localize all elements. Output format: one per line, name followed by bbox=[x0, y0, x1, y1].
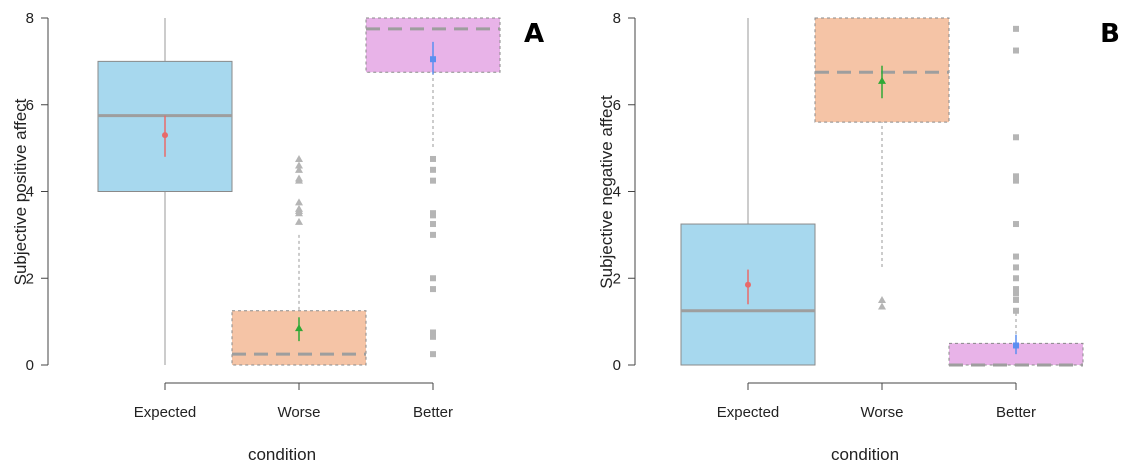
panel-b-outlier-point bbox=[1013, 264, 1019, 271]
panel-b-mean-point bbox=[1013, 342, 1019, 349]
panel-a-ylabel: Subjective positive affect bbox=[11, 98, 30, 285]
panel-b-outlier-point bbox=[1013, 177, 1019, 184]
panel-a-outlier-point bbox=[430, 177, 436, 184]
panel-a-mean-point bbox=[162, 132, 168, 139]
panel-b-xtick-label: Expected bbox=[717, 404, 780, 421]
panel-a-ytick-label: 0 bbox=[26, 357, 34, 374]
panel-b-ytick-label: 6 bbox=[613, 97, 621, 114]
panel-a-outlier-point bbox=[430, 166, 436, 173]
panel-a-outlier-point bbox=[295, 165, 303, 173]
panel-a-xlabel: condition bbox=[248, 445, 316, 464]
panel-a-ytick-label: 2 bbox=[26, 270, 34, 287]
panel-b-ytick-label: 4 bbox=[613, 184, 621, 201]
panel-a-xtick-label: Expected bbox=[134, 404, 197, 421]
panel-a-outlier-point bbox=[430, 210, 436, 217]
panel-a-outlier-point bbox=[430, 286, 436, 293]
panel-b-outlier-point bbox=[1013, 221, 1019, 228]
panel-b-outlier-point bbox=[1013, 25, 1019, 32]
panel-a-outlier-point bbox=[430, 329, 436, 336]
panel-a-ytick-label: 8 bbox=[26, 10, 34, 27]
panel-a-outlier-point bbox=[430, 275, 436, 282]
panel-a-outlier-point bbox=[295, 198, 303, 206]
panel-a-outlier-point bbox=[430, 221, 436, 228]
panel-b-outlier-point bbox=[1013, 275, 1019, 282]
panel-a-outlier-point bbox=[430, 231, 436, 238]
panel-a-ytick-label: 6 bbox=[26, 97, 34, 114]
panel-a-outlier-point bbox=[295, 161, 303, 169]
panel-b-ylabel: Subjective negative affect bbox=[597, 95, 616, 289]
panel-b-mean-point bbox=[745, 281, 751, 288]
panel-b-outlier-point bbox=[1013, 286, 1019, 293]
panel-b-xtick-label: Better bbox=[996, 404, 1036, 421]
panel-b-outlier-point bbox=[1013, 307, 1019, 314]
panel-b-outlier-point bbox=[1013, 296, 1019, 303]
panel-b-letter: B bbox=[1100, 19, 1120, 49]
panel-a: Subjective positive affect condition A 0… bbox=[11, 10, 544, 464]
panel-b-ytick-label: 8 bbox=[613, 10, 621, 27]
panel-b-outlier-point bbox=[1013, 253, 1019, 260]
panel-a-letter: A bbox=[524, 19, 544, 49]
panel-a-outlier-point bbox=[295, 154, 303, 162]
panel-a-outlier-point bbox=[295, 204, 303, 212]
panel-a-ytick-label: 4 bbox=[26, 184, 34, 201]
panel-a-xtick-label: Worse bbox=[277, 404, 320, 421]
panel-b-outlier-point bbox=[1013, 290, 1019, 297]
panel-a-outlier-point bbox=[295, 217, 303, 225]
panel-b-mean-point bbox=[878, 76, 886, 84]
panel-a-outlier-point bbox=[430, 351, 436, 358]
panel-a-xtick-label: Better bbox=[413, 404, 453, 421]
panel-b-outlier-point bbox=[878, 302, 886, 310]
panel-b-outlier-point bbox=[878, 295, 886, 303]
panel-a-outlier-point bbox=[430, 155, 436, 162]
panel-a-outlier-point bbox=[430, 333, 436, 340]
panel-a-outlier-point bbox=[295, 174, 303, 182]
panel-b-xlabel: condition bbox=[831, 445, 899, 464]
panel-b-outlier-point bbox=[1013, 134, 1019, 141]
panel-a-mean-point bbox=[295, 324, 303, 332]
panel-b-outlier-point bbox=[1013, 47, 1019, 54]
panel-b-ytick-label: 0 bbox=[613, 357, 621, 374]
panel-b-ytick-label: 2 bbox=[613, 270, 621, 287]
panel-a-mean-point bbox=[430, 56, 436, 63]
panel-b: Subjective negative affect condition B 0… bbox=[597, 10, 1120, 464]
panel-b-xtick-label: Worse bbox=[860, 404, 903, 421]
panel-b-outlier-point bbox=[1013, 173, 1019, 180]
